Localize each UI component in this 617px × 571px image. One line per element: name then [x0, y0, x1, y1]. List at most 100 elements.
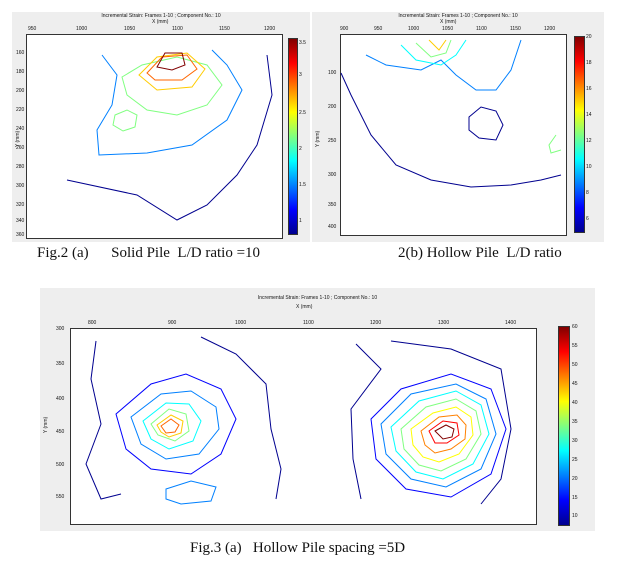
y-tick: 450: [56, 429, 65, 435]
y-tick: 360: [16, 232, 25, 238]
colorbar-tick: 8: [586, 190, 589, 196]
x-tick: 1050: [442, 26, 454, 32]
x-axis-label: X (mm): [152, 19, 169, 25]
x-tick: 900: [340, 26, 349, 32]
plot-title: Incremental Strain: Frames 1-10 ; Compon…: [398, 13, 518, 19]
contour-line: [142, 402, 202, 450]
y-tick: 350: [56, 361, 65, 367]
figure-2b: Incremental Strain: Frames 1-10 ; Compon…: [312, 12, 604, 242]
contour-line: [160, 418, 180, 434]
x-tick: 1000: [235, 320, 247, 326]
figure-2a: Incremental Strain: Frames 1-10 ; Compon…: [12, 12, 310, 242]
contour-line: [165, 480, 217, 505]
contour-line: [428, 420, 460, 444]
y-axis-label: Y (mm): [315, 130, 322, 148]
plot-area: [340, 34, 567, 236]
y-tick: 100: [328, 70, 337, 76]
colorbar-tick: 12: [586, 138, 592, 144]
colorbar-tick: 18: [586, 60, 592, 66]
y-tick: 320: [16, 202, 25, 208]
y-tick: 200: [16, 88, 25, 94]
y-tick: 500: [56, 462, 65, 468]
contour-line: [66, 54, 273, 221]
x-tick: 1150: [510, 26, 521, 32]
y-tick: 220: [16, 107, 25, 113]
y-tick: 300: [16, 183, 25, 189]
contour-line: [156, 52, 186, 71]
contour-line: [548, 134, 562, 154]
colorbar-tick: 1.5: [299, 182, 306, 188]
y-tick: 400: [56, 396, 65, 402]
contour-line: [400, 398, 482, 472]
y-tick: 400: [328, 224, 337, 230]
contour-line: [200, 336, 282, 500]
y-tick: 180: [16, 69, 25, 75]
contour-line: [85, 340, 122, 500]
colorbar-tick: 10: [572, 513, 578, 519]
contour-line: [138, 52, 206, 91]
x-tick: 950: [28, 26, 37, 32]
contour-line: [390, 390, 490, 480]
x-tick: 1100: [303, 320, 314, 326]
y-tick: 300: [328, 172, 337, 178]
x-tick: 1200: [544, 26, 556, 32]
contour-line: [115, 373, 237, 475]
contour-line: [130, 390, 220, 460]
y-tick: 160: [16, 50, 25, 56]
colorbar-tick: 3.5: [299, 40, 306, 46]
contour-line: [340, 72, 562, 188]
contour-line: [428, 39, 447, 51]
contour-line: [350, 343, 382, 500]
y-tick: 280: [16, 164, 25, 170]
figure-3a: Incremental Strain: Frames 1-10 ; Compon…: [40, 288, 595, 531]
colorbar-tick: 40: [572, 400, 578, 406]
x-tick: 800: [88, 320, 97, 326]
contour-line: [365, 39, 522, 91]
x-tick: 1200: [264, 26, 276, 32]
y-tick: 550: [56, 494, 65, 500]
contour-plot: [66, 49, 273, 221]
contour-line: [156, 414, 184, 438]
plot-area: [26, 34, 283, 239]
caption-fig2a: Fig.2 (a) Solid Pile L/D ratio =10: [37, 245, 261, 261]
colorbar-tick: 25: [572, 457, 578, 463]
x-tick: 1150: [219, 26, 230, 32]
y-axis-label: Y (mm): [43, 416, 50, 434]
x-tick: 900: [168, 320, 177, 326]
caption-fig2b: 2(b) Hollow Pile L/D ratio: [398, 245, 562, 261]
colorbar-tick: 60: [572, 324, 578, 330]
y-tick: 200: [328, 104, 337, 110]
plot-area: [70, 328, 537, 525]
colorbar-tick: 14: [586, 112, 592, 118]
x-tick: 1100: [172, 26, 183, 32]
colorbar-tick: 50: [572, 362, 578, 368]
contour-line: [96, 49, 243, 156]
contour-plot: [85, 336, 512, 505]
x-axis-label: X (mm): [440, 19, 457, 25]
contour-line: [112, 109, 138, 132]
contour-line: [121, 56, 223, 116]
contour-line: [150, 408, 190, 442]
x-tick: 1300: [438, 320, 450, 326]
colorbar-tick: 3: [299, 72, 302, 78]
colorbar-tick: 16: [586, 86, 592, 92]
contour-line: [415, 39, 452, 58]
caption-fig3a: Fig.3 (a) Hollow Pile spacing =5D: [190, 540, 406, 556]
y-tick: 340: [16, 218, 25, 224]
x-tick: 1200: [370, 320, 382, 326]
y-tick: 240: [16, 126, 25, 132]
contour-line: [400, 39, 467, 66]
contour-line: [420, 414, 467, 454]
contour-line: [468, 106, 504, 141]
contour-line: [434, 424, 455, 440]
colorbar-tick: 20: [586, 34, 592, 40]
colorbar-tick: 2.5: [299, 110, 306, 116]
x-tick: 1050: [124, 26, 136, 32]
colorbar: [288, 38, 298, 235]
colorbar-tick: 20: [572, 476, 578, 482]
x-tick: 950: [374, 26, 383, 32]
colorbar: [574, 36, 585, 233]
colorbar-tick: 55: [572, 343, 578, 349]
x-tick: 1000: [76, 26, 88, 32]
y-tick: 250: [328, 138, 337, 144]
